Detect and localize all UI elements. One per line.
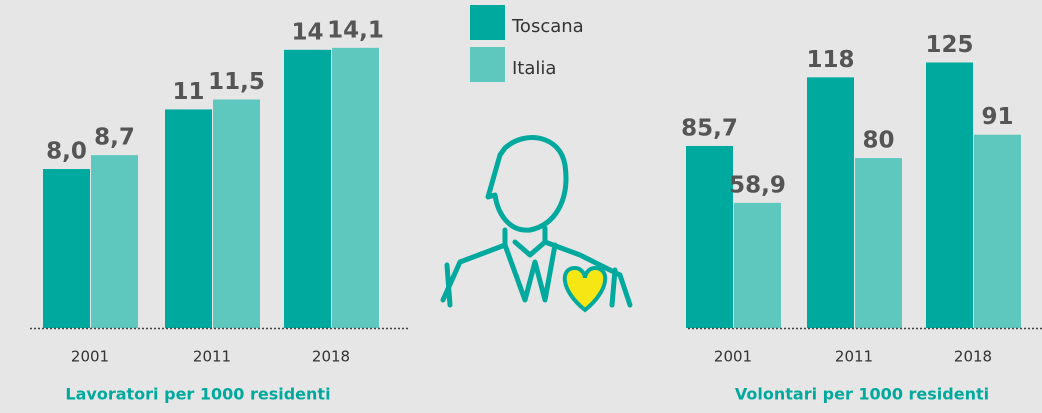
person-icon bbox=[440, 135, 633, 308]
value-label: 8,7 bbox=[94, 125, 135, 151]
bar bbox=[926, 62, 973, 328]
bar bbox=[734, 202, 781, 328]
right-shoulder bbox=[542, 225, 633, 308]
chart-title: Lavoratori per 1000 residenti bbox=[65, 385, 330, 404]
legend-label: Italia bbox=[512, 58, 556, 79]
chart-title: Volontari per 1000 residenti bbox=[735, 385, 989, 404]
bar bbox=[284, 49, 331, 328]
bar bbox=[91, 155, 138, 328]
value-label: 11,5 bbox=[208, 69, 265, 95]
value-label: 14,1 bbox=[327, 17, 384, 43]
x-tick-label: 2011 bbox=[835, 348, 873, 366]
x-tick-label: 2001 bbox=[714, 348, 752, 366]
bar bbox=[974, 134, 1021, 328]
tie bbox=[502, 242, 558, 303]
x-tick-label: 2011 bbox=[193, 348, 231, 366]
x-tick-label: 2001 bbox=[71, 348, 109, 366]
value-label: 80 bbox=[862, 128, 894, 154]
value-label: 118 bbox=[806, 47, 854, 73]
heart-icon bbox=[562, 265, 608, 313]
bar bbox=[43, 169, 90, 328]
value-label: 58,9 bbox=[729, 172, 786, 198]
head bbox=[485, 135, 569, 233]
bar bbox=[686, 145, 733, 328]
bar bbox=[807, 77, 854, 329]
legend-label: Toscana bbox=[511, 16, 584, 37]
collar bbox=[512, 239, 548, 258]
value-label: 91 bbox=[981, 104, 1013, 130]
bar bbox=[165, 109, 212, 328]
value-label: 11 bbox=[172, 79, 204, 105]
bar bbox=[213, 99, 260, 328]
left-shoulder bbox=[440, 227, 508, 308]
value-label: 8,0 bbox=[46, 139, 87, 165]
value-label: 85,7 bbox=[681, 115, 738, 141]
legend-swatch bbox=[470, 47, 505, 82]
x-tick-label: 2018 bbox=[954, 348, 992, 366]
x-tick-label: 2018 bbox=[312, 348, 350, 366]
legend-swatch bbox=[470, 5, 505, 40]
bar bbox=[855, 158, 902, 328]
value-label: 14 bbox=[291, 19, 323, 45]
value-label: 125 bbox=[925, 32, 973, 58]
bar bbox=[332, 47, 379, 328]
